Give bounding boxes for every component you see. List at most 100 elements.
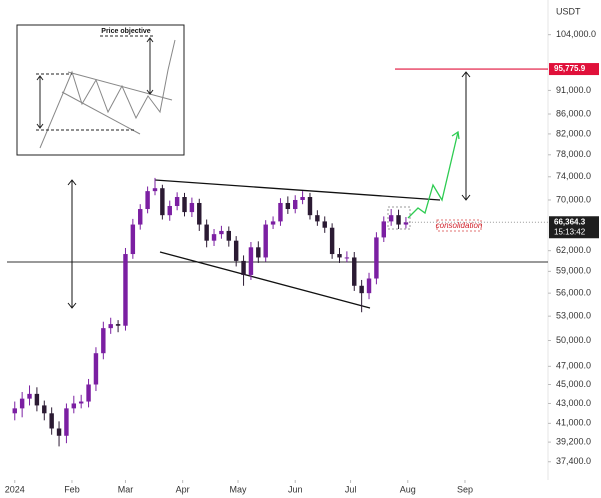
x-tick-label: Apr: [176, 484, 190, 494]
candle-body: [86, 384, 91, 402]
candle-body: [226, 230, 232, 241]
inset-box: [16, 24, 185, 156]
x-tick-label: Jul: [345, 484, 357, 494]
candle-body: [329, 227, 335, 255]
candle-body: [263, 224, 268, 258]
candle-body: [64, 408, 69, 436]
candle-body: [366, 278, 372, 294]
lower-trendline: [159, 251, 371, 309]
y-tick-label: 82,000.0: [556, 128, 591, 138]
candle-body: [189, 202, 195, 213]
projection-arrowhead: [451, 130, 460, 140]
candle-body: [182, 197, 187, 213]
candle-body: [49, 413, 54, 429]
candle-body: [27, 393, 32, 399]
y-tick-label: 91,000.0: [556, 85, 591, 95]
candle-body: [211, 234, 217, 241]
candle-body: [403, 222, 409, 225]
candle-body: [138, 209, 143, 225]
candle-body: [197, 202, 202, 225]
candle-body: [278, 202, 283, 222]
candle-body: [174, 197, 180, 206]
consolidation-box: [387, 206, 411, 230]
candle-body: [101, 328, 106, 354]
inset-title: Price objective: [101, 28, 151, 35]
x-tick-label: Aug: [400, 484, 416, 494]
inset-pattern: [39, 39, 176, 149]
candle-body: [167, 205, 172, 216]
candle-body: [160, 188, 165, 216]
projection-path: [407, 131, 459, 219]
y-tick-label: 78,000.0: [556, 149, 591, 159]
candle-body: [381, 221, 386, 238]
candle-body: [396, 215, 401, 225]
candle-body: [93, 353, 99, 385]
candle-body: [219, 230, 224, 235]
last-price-box: [549, 216, 599, 239]
candle-body: [248, 247, 254, 275]
candle-body: [300, 197, 305, 200]
candle-body: [352, 257, 357, 286]
candle-body: [270, 221, 276, 225]
x-tick-label: Feb: [64, 484, 80, 494]
x-tick-label: Sep: [457, 484, 473, 494]
countdown-label: 15:13:42: [554, 227, 586, 236]
x-tick-label: May: [230, 484, 248, 494]
candle-body: [315, 215, 320, 222]
candle-body: [337, 254, 342, 258]
candle-body: [388, 215, 394, 222]
y-tick-label: 43,000.0: [556, 398, 591, 408]
y-tick-label: 74,000.0: [556, 171, 591, 181]
target-label: 95,775.9: [554, 64, 586, 73]
candle-body: [12, 408, 17, 414]
y-tick-label: 62,000.0: [556, 245, 591, 255]
x-tick-label: 2024: [5, 484, 25, 494]
candle-body: [322, 221, 327, 228]
candle-body: [130, 224, 136, 255]
candle-body: [233, 240, 239, 261]
candle-body: [307, 197, 313, 216]
consolidation-label: consolidation: [436, 221, 483, 230]
y-tick-label: 41,000.0: [556, 418, 591, 428]
candle-body: [71, 403, 77, 409]
candle-body: [34, 393, 40, 406]
pole-arrow: [67, 179, 77, 309]
candle-body: [241, 260, 246, 275]
candle-body: [56, 428, 62, 436]
candle-body: [42, 405, 47, 414]
y-tick-label: 37,400.0: [556, 456, 591, 466]
y-tick-label: 50,000.0: [556, 335, 591, 345]
y-tick-label: 104,000.0: [556, 29, 596, 39]
candle-body: [123, 254, 128, 326]
consolidation-tag: [436, 219, 482, 232]
candle-body: [115, 324, 121, 326]
candle-body: [359, 285, 364, 294]
x-tick-label: Jun: [288, 484, 303, 494]
candle-body: [293, 199, 298, 210]
candle-body: [204, 224, 209, 241]
last-price-label: 66,364.3: [554, 217, 586, 226]
y-tick-label: 45,000.0: [556, 379, 591, 389]
target-arrow: [461, 71, 471, 201]
y-tick-label: 47,000.0: [556, 361, 591, 371]
y-tick-label: 59,000.0: [556, 266, 591, 276]
y-tick-label: 56,000.0: [556, 288, 591, 298]
inset-arrows: [36, 35, 155, 131]
candle-body: [152, 188, 158, 192]
candle-body: [78, 401, 84, 404]
currency-label: USDT: [556, 6, 581, 16]
y-tick-label: 86,000.0: [556, 108, 591, 118]
x-tick-label: Mar: [118, 484, 134, 494]
y-tick-label: 53,000.0: [556, 311, 591, 321]
candle-body: [19, 398, 25, 409]
candle-body: [108, 324, 113, 329]
target-label-box: [549, 63, 599, 76]
candle-body: [344, 257, 350, 259]
candle-body: [145, 191, 150, 210]
candle-body: [374, 237, 379, 279]
candle-body: [256, 247, 261, 258]
y-tick-label: 70,000.0: [556, 194, 591, 204]
upper-trendline: [154, 179, 441, 201]
